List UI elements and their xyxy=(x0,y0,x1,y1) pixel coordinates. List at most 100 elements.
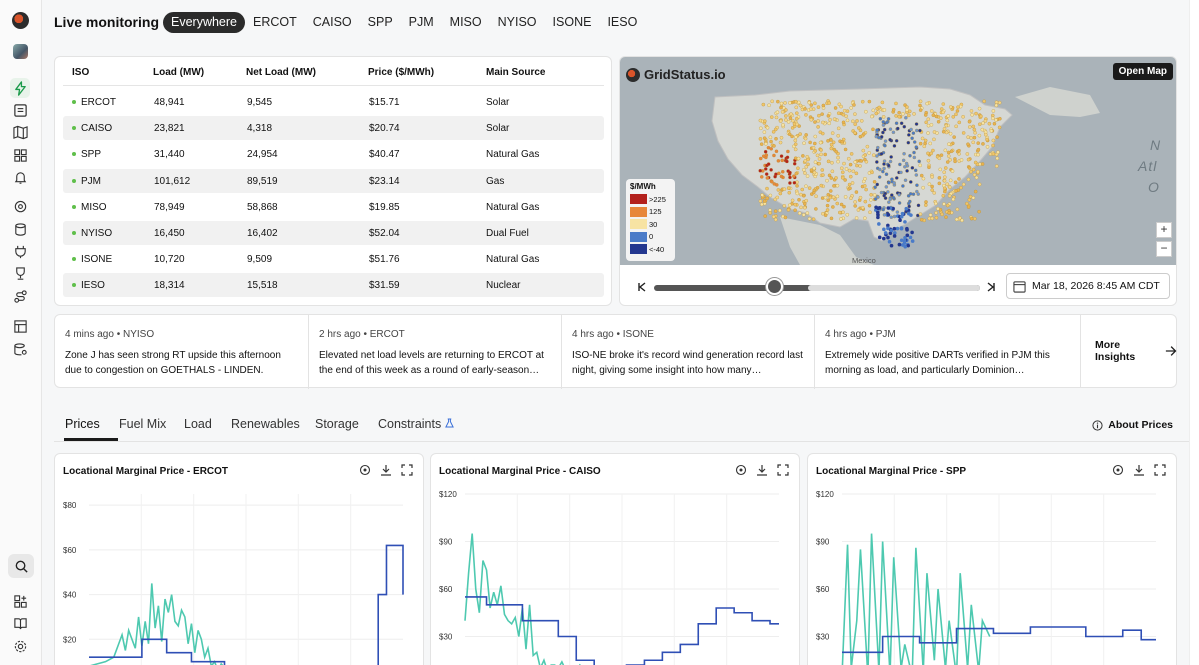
insight-card[interactable]: 4 mins ago • NYISO Zone J has seen stron… xyxy=(55,315,308,389)
trophy-icon[interactable] xyxy=(10,263,30,283)
map-node xyxy=(796,156,801,161)
map-node xyxy=(944,215,948,219)
tab-miso[interactable]: MISO xyxy=(449,15,482,29)
table-row[interactable]: IESO 18,314 15,518 $31.59 Nuclear xyxy=(63,273,604,298)
tab-isone[interactable]: ISONE xyxy=(552,15,592,29)
map-node xyxy=(966,157,971,162)
bell-icon[interactable] xyxy=(10,167,30,187)
gear-icon[interactable] xyxy=(10,636,30,656)
tab-caiso[interactable]: CAISO xyxy=(312,15,352,29)
zoom-out-button[interactable]: − xyxy=(1156,241,1172,257)
table-row[interactable]: SPP 31,440 24,954 $40.47 Natural Gas xyxy=(63,142,604,166)
col-load[interactable]: Load (MW) xyxy=(153,67,205,78)
tab-constraints[interactable]: Constraints xyxy=(378,417,454,431)
table-row[interactable]: MISO 78,949 58,868 $19.85 Natural Gas xyxy=(63,195,604,219)
page-scrollbar[interactable] xyxy=(1189,0,1199,665)
map-node xyxy=(889,215,894,219)
map-node xyxy=(792,174,796,178)
tab-storage[interactable]: Storage xyxy=(315,417,359,431)
map-node xyxy=(906,201,911,206)
apps-add-icon[interactable] xyxy=(10,591,30,611)
col-price[interactable]: Price ($/MWh) xyxy=(368,67,435,78)
book-icon[interactable] xyxy=(10,613,30,633)
about-prices-button[interactable]: About Prices xyxy=(1092,419,1173,431)
insights-bar: 4 mins ago • NYISO Zone J has seen stron… xyxy=(54,314,1177,389)
tab-pjm[interactable]: PJM xyxy=(408,15,434,29)
map-node xyxy=(838,210,842,215)
table-row[interactable]: NYISO 16,450 16,402 $52.04 Dual Fuel xyxy=(63,221,604,245)
price-map[interactable]: GridStatus.io Open Map N Atl O Mexico $/… xyxy=(620,57,1176,265)
search-icon[interactable] xyxy=(8,554,34,578)
tab-ieso[interactable]: IESO xyxy=(607,15,638,29)
tab-renewables[interactable]: Renewables xyxy=(231,417,300,431)
timeline-handle[interactable] xyxy=(766,278,783,295)
tab-prices[interactable]: Prices xyxy=(64,417,118,441)
cell-net-load: 15,518 xyxy=(247,280,278,292)
fullscreen-icon[interactable] xyxy=(777,464,789,476)
download-icon[interactable] xyxy=(380,464,392,476)
col-net-load[interactable]: Net Load (MW) xyxy=(246,67,316,78)
open-map-button[interactable]: Open Map xyxy=(1112,63,1173,80)
cell-net-load: 24,954 xyxy=(247,149,278,161)
map-node xyxy=(908,235,913,240)
map-node xyxy=(954,124,958,129)
logo-icon[interactable] xyxy=(12,12,29,29)
database-icon[interactable] xyxy=(10,219,30,239)
map-node xyxy=(931,148,935,153)
table-row[interactable]: ERCOT 48,941 9,545 $15.71 Solar xyxy=(63,90,604,114)
chart-plot[interactable]: $120$90$60$30$0 xyxy=(808,484,1178,665)
map-node xyxy=(881,169,885,174)
table-row[interactable]: CAISO 23,821 4,318 $20.74 Solar xyxy=(63,116,604,141)
insight-card[interactable]: 4 hrs ago • ISONE ISO-NE broke it's reco… xyxy=(561,315,814,389)
newspaper-icon[interactable] xyxy=(10,100,30,120)
location-pin-icon[interactable] xyxy=(735,464,747,476)
map-node xyxy=(850,181,855,185)
database-search-icon[interactable] xyxy=(10,339,30,359)
date-picker[interactable]: Mar 18, 2026 8:45 AM CDT xyxy=(1006,273,1170,299)
col-main-source[interactable]: Main Source xyxy=(486,67,546,78)
tab-fuel-mix[interactable]: Fuel Mix xyxy=(119,417,167,431)
map-node xyxy=(863,157,867,162)
location-pin-icon[interactable] xyxy=(1112,464,1124,476)
table-icon[interactable] xyxy=(10,316,30,336)
tab-spp[interactable]: SPP xyxy=(367,15,393,29)
step-forward-icon[interactable] xyxy=(987,282,995,292)
fullscreen-icon[interactable] xyxy=(401,464,413,476)
insight-card[interactable]: 4 hrs ago • PJM Extremely wide positive … xyxy=(814,315,1080,389)
tab-load[interactable]: Load xyxy=(184,417,212,431)
table-row[interactable]: ISONE 10,720 9,509 $51.76 Natural Gas xyxy=(63,247,604,271)
avatar[interactable] xyxy=(13,44,28,59)
map-node xyxy=(945,160,950,164)
col-iso[interactable]: ISO xyxy=(72,67,90,78)
map-node xyxy=(827,101,832,105)
map-node xyxy=(957,120,962,125)
timeline-track[interactable] xyxy=(654,285,980,291)
tab-nyiso[interactable]: NYISO xyxy=(497,15,537,29)
grid-icon[interactable] xyxy=(10,145,30,165)
tab-ercot[interactable]: ERCOT xyxy=(253,15,297,29)
map-node xyxy=(950,169,955,173)
status-dot xyxy=(72,100,76,104)
insight-card[interactable]: 2 hrs ago • ERCOT Elevated net load leve… xyxy=(308,315,561,389)
chart-plot[interactable]: $120$90$60$30$0 xyxy=(431,484,801,665)
map-icon[interactable] xyxy=(10,122,30,142)
location-pin-icon[interactable] xyxy=(359,464,371,476)
fullscreen-icon[interactable] xyxy=(1154,464,1166,476)
download-icon[interactable] xyxy=(756,464,768,476)
step-back-icon[interactable] xyxy=(638,282,646,292)
zoom-in-button[interactable]: + xyxy=(1156,222,1172,238)
download-icon[interactable] xyxy=(1133,464,1145,476)
table-row[interactable]: PJM 101,612 89,519 $23.14 Gas xyxy=(63,168,604,193)
map-node xyxy=(875,128,879,132)
map-node xyxy=(921,176,926,181)
map-node xyxy=(840,166,844,171)
chart-plot[interactable]: $80 $60 $40 $20 xyxy=(55,484,425,665)
location-pin-icon[interactable] xyxy=(10,197,30,217)
map-node xyxy=(904,206,909,211)
more-insights-button[interactable]: More Insights xyxy=(1080,315,1177,387)
map-node xyxy=(764,142,768,146)
lightning-icon[interactable] xyxy=(10,78,30,98)
plug-icon[interactable] xyxy=(10,241,30,261)
tab-everywhere[interactable]: Everywhere xyxy=(163,12,245,33)
route-icon[interactable] xyxy=(10,286,30,306)
